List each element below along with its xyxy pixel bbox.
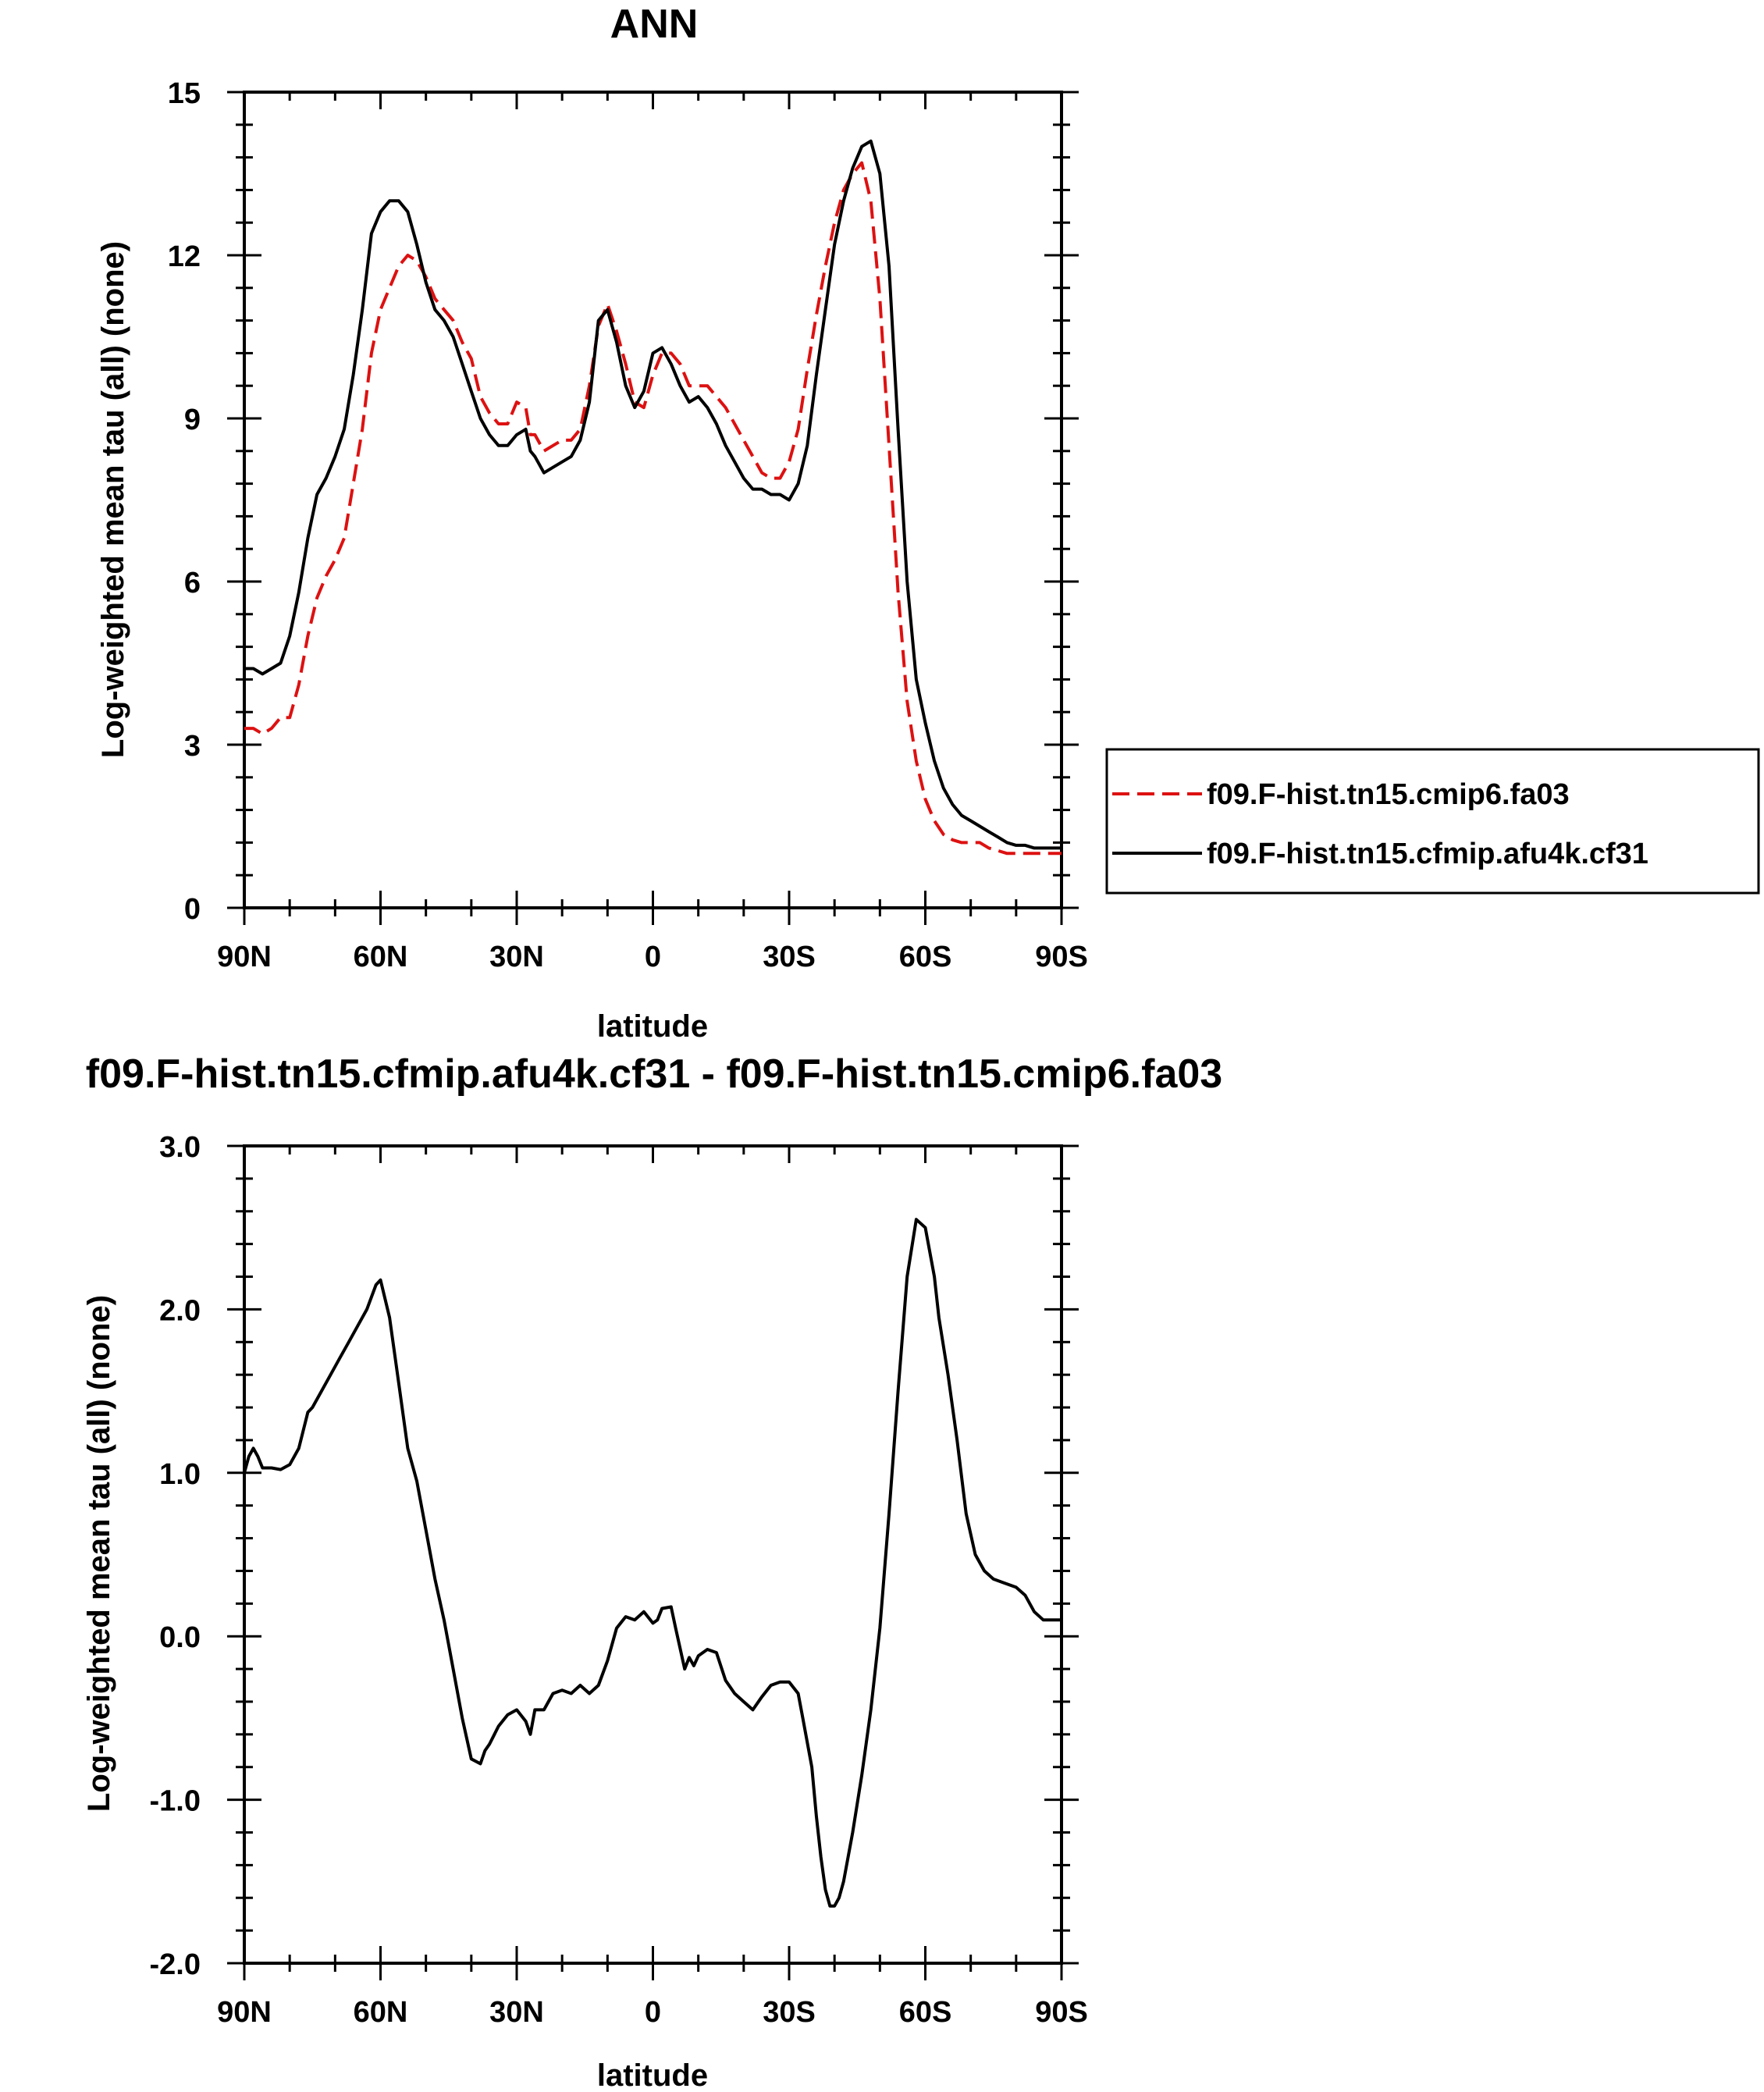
legend-box [1105,748,1760,895]
top-y-tick-label: 0 [184,893,201,926]
legend-label-cmip6: f09.F-hist.tn15.cmip6.fa03 [1207,778,1570,811]
bottom-x-tick-label: 90S [1035,1996,1088,2029]
top-y-tick-label: 15 [168,77,201,110]
top-legend: f09.F-hist.tn15.cmip6.fa03 f09.F-hist.tn… [1105,748,1760,895]
top-y-tick-label: 3 [184,730,201,763]
top-y-axis-label: Log-weighted mean tau (all) (none) [96,241,130,758]
top-y-tick-label: 12 [168,240,201,273]
top-y-tick-label: 9 [184,404,201,436]
bottom-x-tick-label: 30N [489,1996,544,2029]
legend-label-cfmip: f09.F-hist.tn15.cfmip.afu4k.cf31 [1207,838,1648,870]
top-series-line-0 [244,161,1062,856]
top-y-tick-label: 6 [184,567,201,599]
top-x-tick-label: 60S [899,941,952,973]
bottom-x-tick-label: 60N [354,1996,408,2029]
bottom-x-tick-label: 0 [645,1996,661,2029]
top-x-tick-label: 90N [217,941,272,973]
bottom-series-line-0 [243,1218,1062,1908]
top-x-tick-label: 90S [1035,941,1088,973]
top-x-tick-label: 30S [763,941,816,973]
bottom-series-lines [243,1218,1062,1908]
bottom-y-tick-label: 1.0 [159,1458,201,1491]
top-x-axis-label: latitude [597,1009,708,1044]
bottom-y-tick-label: -1.0 [150,1785,201,1818]
bottom-x-tick-label: 60S [899,1996,952,2029]
bottom-y-tick-label: 3.0 [159,1131,201,1164]
bottom-y-axis-label: Log-weighted mean tau (all) (none) [82,1295,116,1812]
top-chart-title: ANN [610,2,699,47]
top-x-tick-label: 0 [645,941,661,973]
bottom-panel: f09.F-hist.tn15.cfmip.afu4k.cf31 - f09.F… [82,1051,1222,2092]
bottom-y-tick-label: -2.0 [150,1948,201,1981]
bottom-x-axis-label: latitude [597,2058,708,2092]
bottom-plot-frame [243,1144,1063,1965]
bottom-ticks: 90N 60N 30N 0 30S 60S 90S -2.0 -1.0 0.0 1.0 2.0 3.0 [150,1131,1088,2029]
bottom-y-tick-label: 0.0 [159,1621,201,1654]
bottom-y-tick-label: 2.0 [159,1294,201,1327]
top-series-line-1 [244,139,1062,850]
top-x-tick-label: 60N [354,941,408,973]
top-series-lines [244,139,1062,856]
top-panel: ANN 90N 60N 30N 0 30S 60S 90S 0 3 6 9 12 15 latitude… [96,2,1760,1044]
top-x-tick-label: 30N [489,941,544,973]
top-plot-frame [243,91,1063,909]
top-ticks: 90N 60N 30N 0 30S 60S 90S 0 3 6 9 12 15 [168,77,1088,973]
bottom-x-tick-label: 30S [763,1996,816,2029]
bottom-chart-title: f09.F-hist.tn15.cfmip.afu4k.cf31 - f09.F… [86,1051,1222,1097]
bottom-x-tick-label: 90N [217,1996,272,2029]
